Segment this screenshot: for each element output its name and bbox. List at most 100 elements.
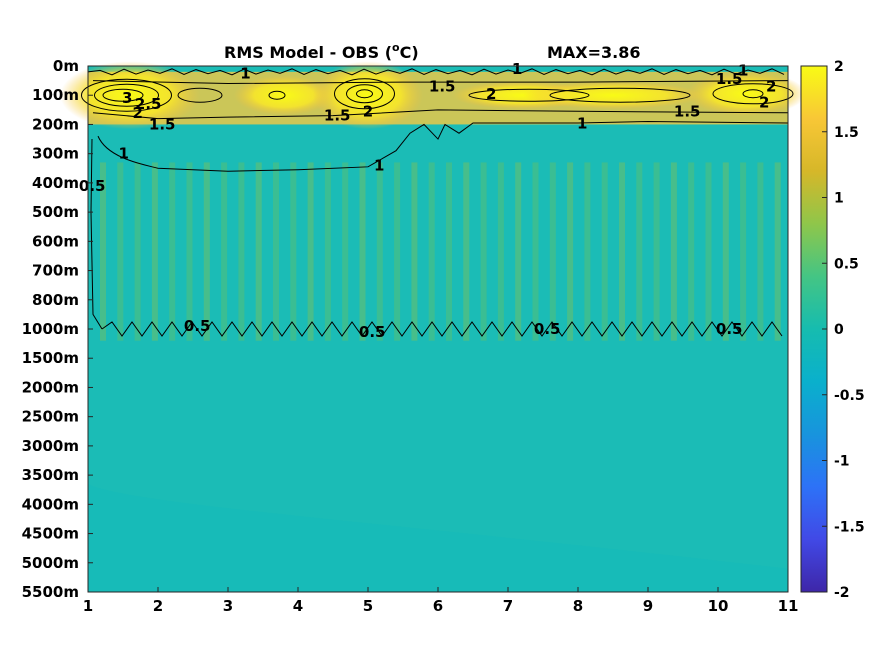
- y-tick-label: 800m: [32, 291, 79, 309]
- contour-label: 1: [577, 115, 587, 133]
- colorbar-tick-label: -1.5: [834, 519, 865, 535]
- contour-loop: [177, 87, 223, 103]
- field-streak: [238, 162, 245, 341]
- heatmap-field: [60, 61, 806, 592]
- field-streak: [273, 162, 279, 341]
- field-streak: [705, 162, 712, 341]
- field-streak: [134, 162, 141, 341]
- field-hotspot: [686, 71, 806, 116]
- contour-label: 0.5: [184, 317, 211, 335]
- contour-loop: [468, 88, 590, 102]
- y-tick-label: 1500m: [22, 349, 79, 367]
- colorbar-tick-label: 0.5: [834, 256, 859, 272]
- field-base: [88, 66, 788, 592]
- field-streak: [532, 162, 539, 341]
- field-streak: [619, 162, 625, 341]
- field-streak: [394, 162, 401, 341]
- contour-label: 1: [118, 145, 128, 163]
- contour-loop: [81, 78, 172, 112]
- x-tick-label: 3: [223, 597, 233, 615]
- y-tick-label: 300m: [32, 145, 79, 163]
- field-streak: [688, 162, 695, 341]
- field-streak: [601, 162, 608, 341]
- field-streak: [549, 162, 556, 341]
- contour-label: 1.5: [429, 77, 456, 95]
- chart-title: RMS Model - OBS (oC): [224, 41, 419, 62]
- field-hotspot: [60, 61, 200, 130]
- contour-loop: [346, 84, 383, 104]
- x-tick-label: 4: [293, 597, 303, 615]
- colorbar: 2 1.5 1 0.5 0 -0.5 -1 -1.5 -2: [800, 59, 865, 601]
- contour-label: 2: [132, 104, 142, 122]
- x-tick-label: 10: [708, 597, 729, 615]
- y-tick-label: 400m: [32, 174, 79, 192]
- contour-label: 0.5: [534, 320, 561, 338]
- contour-label: 1.5: [149, 115, 176, 133]
- x-tick-label: 1: [83, 597, 93, 615]
- contour-label: 1: [240, 64, 250, 82]
- field-streak: [255, 162, 262, 341]
- contour-label: 0.5: [79, 177, 106, 195]
- field-streak: [584, 162, 591, 341]
- contour-label: 1.5: [716, 70, 743, 88]
- field-streak: [446, 162, 452, 341]
- y-tick-label: 0m: [53, 57, 79, 75]
- field-streak: [497, 162, 504, 341]
- contour-label: 1: [738, 61, 748, 79]
- field-streak: [757, 162, 764, 341]
- field-streak: [324, 162, 331, 341]
- contour-label: 0.5: [359, 323, 386, 341]
- field-streak: [342, 162, 349, 341]
- x-tick-label: 2: [153, 597, 163, 615]
- field-streak: [636, 162, 643, 341]
- x-tick-label: 9: [643, 597, 653, 615]
- contour-label: 2.5: [135, 95, 162, 113]
- y-tick-label: 700m: [32, 262, 79, 280]
- field-streak: [567, 162, 574, 341]
- colorbar-tick-label: 1.5: [834, 125, 859, 141]
- field-streak: [480, 162, 487, 341]
- y-tick-label: 3500m: [22, 466, 79, 484]
- y-tick-label: 600m: [32, 232, 79, 250]
- contour-1.5-top: [92, 80, 789, 85]
- field-streak: [100, 162, 106, 341]
- field-streak: [186, 162, 193, 341]
- contour-lines: [81, 68, 794, 337]
- x-tick-label: 11: [778, 597, 799, 615]
- field-streak: [774, 162, 781, 341]
- field-streak: [359, 162, 366, 341]
- field-streak: [411, 162, 418, 341]
- contour-loop: [268, 90, 286, 100]
- contour-loop: [549, 87, 691, 103]
- colorbar-tick-label: 0: [834, 322, 844, 338]
- contour-loop: [712, 83, 794, 105]
- field-hotspot: [523, 81, 703, 110]
- field-hotspot: [234, 75, 334, 116]
- contour-label: 1: [374, 156, 384, 174]
- y-tick-label: 5000m: [22, 554, 79, 572]
- field-streak: [670, 162, 677, 341]
- field-streak: [463, 162, 470, 341]
- field-streak: [722, 162, 729, 341]
- contour-0.5: [101, 321, 783, 337]
- field-streak: [203, 162, 210, 341]
- y-tick-label: 4500m: [22, 525, 79, 543]
- y-tick-label: 2000m: [22, 378, 79, 396]
- contour-label: 2: [759, 94, 769, 112]
- field-streak: [428, 162, 435, 341]
- y-tick-label: 100m: [32, 86, 79, 104]
- contour-1-bottom: [97, 121, 789, 172]
- contour-loop: [94, 83, 159, 107]
- y-axis: 0m 100m 200m 300m 400m 500m 600m 700m 800m 1000m 1…: [22, 57, 93, 601]
- contour-loop: [102, 88, 144, 102]
- contour-label: 2: [363, 102, 373, 120]
- x-tick-label: 8: [573, 597, 583, 615]
- field-streak: [290, 162, 297, 341]
- contour-loop: [334, 78, 395, 110]
- y-tick-label: 3000m: [22, 437, 79, 455]
- field-streak: [221, 162, 228, 341]
- contour-0.5-edge: [90, 139, 103, 330]
- colorbar-tick-label: 2: [834, 59, 844, 75]
